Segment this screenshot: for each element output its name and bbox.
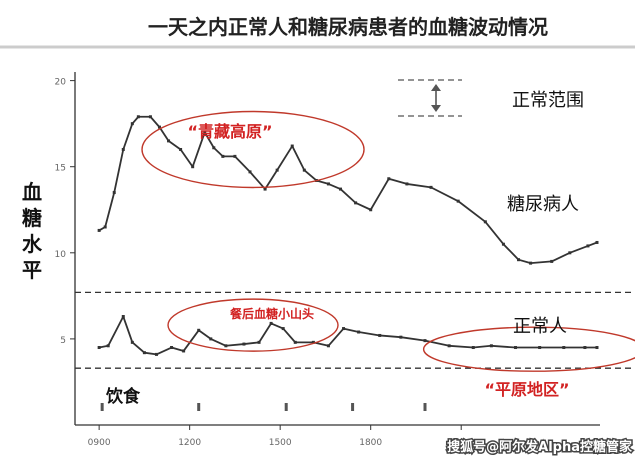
x-tick-label: 1200 — [178, 438, 201, 448]
normal-data-point — [269, 321, 273, 325]
plateau-low-label: “平原地区” — [484, 380, 569, 399]
normal-data-point — [281, 327, 285, 331]
normal-data-point — [538, 346, 542, 350]
normal-data-point — [326, 344, 330, 348]
diabetic-data-point — [586, 244, 590, 248]
diabetic-data-point — [290, 144, 294, 148]
normal-data-point — [130, 340, 134, 344]
normal-data-point — [357, 330, 361, 334]
diabetic-data-point — [517, 258, 521, 262]
normal-data-point — [170, 346, 174, 350]
range-legend: 正常范围 — [398, 79, 584, 117]
normal-data-point — [423, 339, 427, 343]
normal-data-point — [224, 344, 228, 348]
post-meal-label: 餐后血糖小山头 — [230, 306, 314, 321]
diabetic-data-point — [212, 146, 216, 150]
normal-data-point — [209, 337, 213, 341]
y-tick-label: 15 — [55, 164, 66, 174]
normal-series-label: 正常人 — [513, 316, 567, 337]
x-tick-label: 0900 — [88, 438, 111, 448]
normal-data-point — [514, 346, 518, 350]
x-tick-label: 2100 — [450, 438, 473, 448]
diabetic-data-point — [550, 259, 554, 263]
diet-label: 饮食 — [105, 386, 141, 407]
normal-data-point — [197, 328, 201, 332]
diabetic-data-point — [167, 139, 171, 143]
diabetic-data-point — [326, 182, 330, 186]
meal-marker — [351, 403, 355, 411]
y-tick-label: 20 — [55, 78, 67, 88]
diabetic-data-point — [191, 165, 195, 169]
y-axis-label: 血糖水平 — [22, 180, 43, 282]
diabetic-data-point — [103, 225, 107, 229]
normal-data-point — [489, 344, 493, 348]
normal-data-point — [595, 346, 599, 350]
diabetic-data-point — [97, 228, 101, 232]
diabetic-data-point — [203, 130, 207, 134]
normal-data-point — [399, 335, 403, 339]
meal-marker — [197, 403, 201, 411]
diabetic-series-line — [98, 115, 598, 265]
normal-data-point — [471, 346, 475, 350]
meal-marker — [284, 403, 288, 411]
diabetic-data-point — [483, 220, 487, 224]
diabetic-data-point — [405, 182, 409, 186]
normal-data-point — [106, 344, 110, 348]
range-legend-label: 正常范围 — [512, 90, 584, 111]
post-meal-ellipse — [167, 298, 339, 352]
diabetic-data-point — [221, 154, 225, 158]
diabetic-data-point — [121, 147, 125, 151]
diabetic-data-point — [529, 261, 533, 265]
diabetic-data-point — [233, 154, 237, 158]
normal-data-point — [182, 349, 186, 353]
diabetic-data-point — [179, 147, 183, 151]
y-tick-label: 10 — [55, 250, 67, 260]
diabetic-data-point — [568, 251, 572, 255]
meal-marker — [423, 403, 427, 411]
normal-data-point — [447, 344, 451, 348]
diabetic-data-point — [595, 240, 599, 244]
diabetic-data-point — [387, 177, 391, 181]
diabetic-data-point — [130, 122, 134, 126]
plateau-low-ellipse — [422, 326, 635, 372]
normal-data-point — [154, 352, 158, 356]
normal-data-point — [242, 342, 246, 346]
normal-data-point — [257, 340, 261, 344]
normal-data-point — [311, 340, 315, 344]
diabetic-series-label: 糖尿病人 — [507, 194, 579, 215]
normal-data-point — [97, 346, 101, 350]
plateau-high-label: “青藏高原” — [187, 122, 272, 141]
normal-data-point — [378, 333, 382, 337]
diabetic-data-point — [354, 201, 358, 205]
x-tick-label: 1800 — [359, 438, 382, 448]
watermark: 搜狐号@阿尔发Alpha控糖管家 — [447, 439, 633, 455]
diabetic-data-point — [369, 208, 373, 212]
y-tick-label: 5 — [60, 336, 66, 346]
meal-marker — [100, 403, 104, 411]
normal-data-point — [142, 351, 146, 355]
diabetic-data-point — [501, 242, 505, 246]
normal-data-point — [562, 346, 566, 350]
diabetic-data-point — [136, 115, 140, 119]
normal-data-point — [342, 327, 346, 331]
diabetic-data-point — [275, 168, 279, 172]
diabetic-data-point — [263, 187, 267, 191]
diabetic-data-point — [339, 187, 343, 191]
chart-title: 一天之内正常人和糖尿病患者的血糖波动情况 — [148, 15, 548, 39]
diabetic-data-point — [456, 199, 460, 203]
plateau-high-ellipse — [141, 110, 365, 189]
y-axis-label-text: 血糖水平 — [22, 180, 43, 282]
normal-data-point — [121, 315, 125, 319]
diabetic-data-point — [148, 115, 152, 119]
diabetic-data-point — [429, 185, 433, 189]
normal-data-point — [583, 346, 587, 350]
diabetic-data-point — [302, 168, 306, 172]
diabetic-data-point — [157, 125, 161, 129]
x-tick-label: 1500 — [269, 438, 292, 448]
normal-data-point — [293, 340, 297, 344]
diabetic-data-point — [112, 191, 116, 195]
diabetic-data-point — [248, 170, 252, 174]
